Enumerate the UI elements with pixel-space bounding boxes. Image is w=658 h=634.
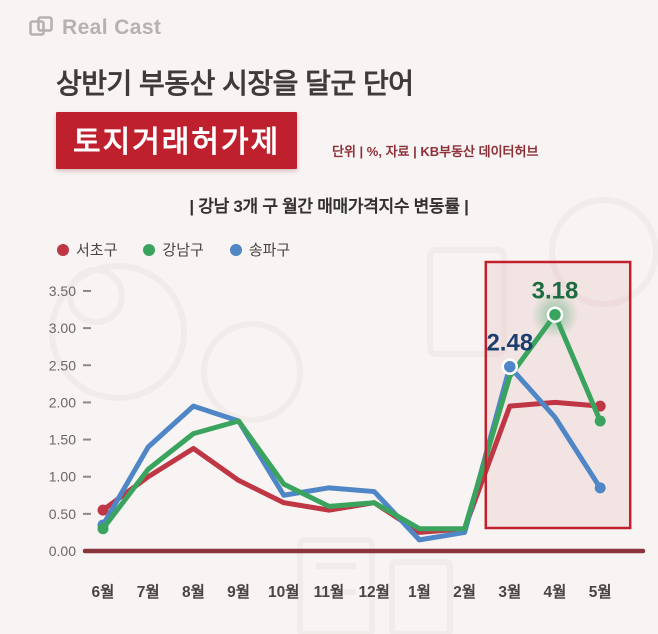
legend-label-gangnam: 강남구 [162,242,204,259]
highlight-region-border [484,260,632,530]
brand-logo: Real Cast [28,15,161,41]
legend-item-songpa: 송파구 [229,239,291,260]
y-tick-label: 2.00 [49,394,76,410]
page-title: 상반기 부동산 시장을 달군 단어 [56,68,414,99]
annotation-point [501,358,519,375]
x-tick-label: 4월 [544,583,567,601]
legend-item-seocho: 서초구 [57,239,117,260]
legend-label-seocho: 서초구 [76,242,118,259]
y-tick-label: 3.00 [49,320,76,336]
annotation-value: 3.18 [532,278,579,305]
legend-label-songpa: 송파구 [248,242,291,259]
legend-dot-gangnam [143,243,156,256]
x-tick-label: 8월 [182,583,205,601]
keyword-ribbon: 토지거래허가제 [56,112,298,169]
legend-dot-songpa [229,243,242,256]
x-tick-label: 7월 [137,583,160,601]
series-endpoint [97,504,109,516]
brand-name: Real Cast [62,16,162,39]
series-endpoint [97,523,109,535]
x-tick-label: 10월 [268,583,300,601]
chart-legend: 서초구 강남구 송파구 [57,239,290,260]
legend-dot-seocho [57,243,69,256]
x-tick-label: 5월 [589,583,612,601]
series-endpoint [594,482,606,494]
background-watermark [49,197,658,634]
x-tick-label: 12월 [358,583,390,601]
y-tick-label: 1.00 [49,469,76,485]
x-tick-label: 11월 [314,583,345,601]
y-tick-label: 0.00 [49,543,76,559]
realcast-logo-icon [29,16,53,36]
series-endpoint [594,415,606,427]
chart-title: | 강남 3개 구 월간 매매가격지수 변동률 | [189,197,469,216]
x-tick-label: 6월 [92,583,115,601]
x-tick-label: 2월 [453,583,476,601]
y-tick-label: 1.50 [49,432,76,448]
annotation-point [546,306,564,323]
legend-item-gangnam: 강남구 [143,239,204,260]
y-tick-label: 0.50 [49,506,76,522]
y-tick-label: 3.50 [49,283,76,299]
source-note: 단위 | %, 자료 | KB부동산 데이터허브 [332,144,539,159]
x-tick-label: 3월 [498,583,521,601]
x-tick-label: 1월 [408,583,431,601]
annotation-value: 2.48 [486,330,533,357]
y-tick-label: 2.50 [49,357,76,373]
x-tick-label: 9월 [227,583,250,601]
series-line-송파구 [100,364,603,543]
